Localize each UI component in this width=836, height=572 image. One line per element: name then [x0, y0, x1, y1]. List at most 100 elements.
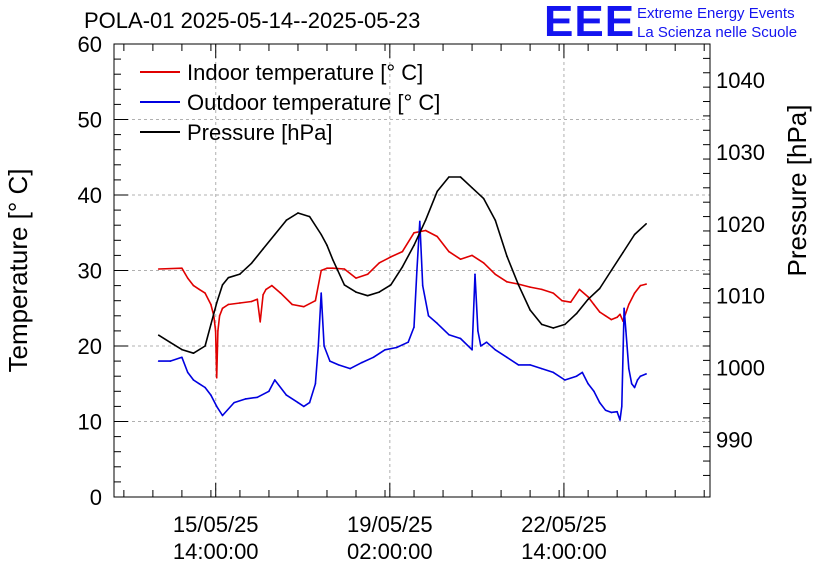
series-indoor-temperature-point	[320, 269, 322, 272]
series-pressure-point	[343, 284, 346, 286]
series-pressure-point	[436, 190, 439, 193]
series-pressure-point	[250, 262, 253, 265]
series-indoor-temperature-point	[459, 258, 462, 260]
series-outdoor-temperature-point	[627, 367, 630, 370]
series-indoor-temperature-point	[627, 303, 630, 306]
series-pressure-point	[540, 323, 543, 326]
series-indoor-temperature-point	[239, 302, 241, 304]
series-pressure-point	[494, 219, 497, 221]
series-outdoor-temperature-point	[616, 410, 618, 413]
series-pressure-point	[192, 352, 195, 354]
x-tick-label-time: 14:00:00	[173, 539, 259, 564]
legend-label-series-pressure: Pressure [hPa]	[187, 120, 333, 145]
series-outdoor-temperature-point	[575, 375, 578, 378]
series-indoor-temperature-point	[639, 284, 642, 287]
series-outdoor-temperature-point	[215, 405, 218, 408]
series-pressure-point	[227, 276, 230, 279]
series-indoor-temperature-point	[482, 262, 485, 264]
series-indoor-temperature-point	[610, 318, 613, 321]
series-indoor-temperature-point	[192, 284, 195, 287]
series-pressure-point	[517, 284, 520, 286]
series-outdoor-temperature-point	[384, 348, 386, 351]
series-indoor-temperature-point	[186, 277, 189, 279]
series-pressure-point	[239, 273, 241, 275]
series-indoor-temperature-point	[221, 307, 224, 310]
series-indoor-temperature-point	[604, 315, 607, 317]
series-indoor-temperature-point	[355, 277, 357, 279]
series-indoor-temperature-point	[540, 288, 543, 291]
series-outdoor-temperature-point	[645, 373, 647, 375]
series-outdoor-temperature-point	[320, 292, 322, 294]
series-outdoor-temperature-point	[540, 367, 543, 370]
chart-title: POLA-01 2025-05-14--2025-05-23	[84, 8, 421, 33]
series-indoor-temperature-point	[366, 273, 369, 276]
series-outdoor-temperature-point	[436, 322, 439, 325]
series-outdoor-temperature-point	[317, 345, 320, 347]
series-indoor-temperature-point	[552, 292, 555, 294]
series-indoor-temperature-point	[218, 315, 221, 317]
series-pressure-point	[169, 341, 172, 344]
series-pressure-point	[366, 294, 369, 297]
series-pressure-point	[564, 323, 566, 326]
series-outdoor-temperature-point	[323, 345, 325, 347]
series-indoor-temperature-point	[448, 250, 450, 253]
y2-tick-label: 990	[716, 427, 753, 452]
series-pressure-point	[401, 266, 404, 268]
series-indoor-temperature-point	[181, 267, 183, 270]
series-pressure-point	[633, 233, 636, 236]
series-indoor-temperature-point	[619, 313, 621, 316]
legend-label-series-outdoor-temperature: Outdoor temperature [° C]	[187, 90, 440, 115]
series-indoor-temperature-point	[314, 299, 317, 302]
series-outdoor-temperature-point	[529, 364, 531, 366]
series-outdoor-temperature-point	[494, 348, 497, 351]
series-outdoor-temperature-point	[314, 382, 317, 385]
series-outdoor-temperature-point	[285, 394, 288, 396]
series-pressure-point	[529, 309, 531, 311]
series-outdoor-temperature-point	[477, 330, 479, 332]
x-tick-label-date: 19/05/25	[347, 512, 433, 537]
series-outdoor-temperature-point	[407, 341, 410, 344]
series-outdoor-temperature-point	[421, 284, 424, 287]
legend-label-series-indoor-temperature: Indoor temperature [° C]	[187, 60, 423, 85]
series-outdoor-temperature-point	[302, 405, 305, 408]
series-outdoor-temperature-point	[552, 371, 555, 374]
series-pressure-point	[459, 176, 462, 178]
series-pressure-point	[575, 312, 578, 315]
series-outdoor-temperature-point	[372, 356, 375, 359]
series-indoor-temperature-point	[598, 311, 601, 313]
series-pressure-point	[210, 323, 212, 326]
series-pressure-point	[181, 348, 183, 351]
series-outdoor-temperature-point	[598, 401, 601, 404]
series-pressure-point	[297, 212, 299, 214]
y2-tick-label: 1030	[716, 140, 765, 165]
series-outdoor-temperature-point	[244, 398, 247, 400]
series-outdoor-temperature-point	[198, 382, 201, 385]
series-indoor-temperature-point	[279, 292, 282, 294]
series-indoor-temperature-line	[158, 229, 647, 379]
series-outdoor-temperature-point	[210, 394, 212, 396]
y2-axis-label: Pressure [hPa]	[782, 105, 812, 277]
series-indoor-temperature-point	[390, 256, 392, 258]
series-indoor-temperature-point	[569, 301, 572, 304]
series-outdoor-temperature-point	[604, 409, 607, 411]
series-outdoor-temperature-point	[308, 401, 311, 404]
series-indoor-temperature-point	[593, 303, 595, 306]
series-outdoor-temperature-point	[517, 364, 520, 366]
series-outdoor-temperature-point	[349, 367, 351, 370]
series-pressure-point	[390, 284, 392, 286]
series-indoor-temperature-point	[198, 288, 201, 291]
y-tick-label: 50	[78, 108, 102, 133]
series-outdoor-temperature-point	[623, 307, 625, 310]
eee-logo-text: Extreme Energy Events La Scienza nelle S…	[637, 4, 797, 42]
series-indoor-temperature-point	[210, 303, 212, 306]
series-outdoor-temperature-point	[625, 330, 627, 332]
series-pressure-point	[273, 233, 276, 236]
series-indoor-temperature-point	[250, 300, 253, 303]
series-outdoor-temperature-point	[361, 361, 363, 364]
logo-line-1: Extreme Energy Events	[637, 5, 795, 22]
series-pressure-point	[262, 248, 264, 250]
series-outdoor-temperature-point	[427, 315, 430, 317]
series-outdoor-temperature-point	[471, 348, 473, 351]
series-indoor-temperature-point	[561, 299, 563, 302]
series-pressure-point	[471, 187, 473, 189]
